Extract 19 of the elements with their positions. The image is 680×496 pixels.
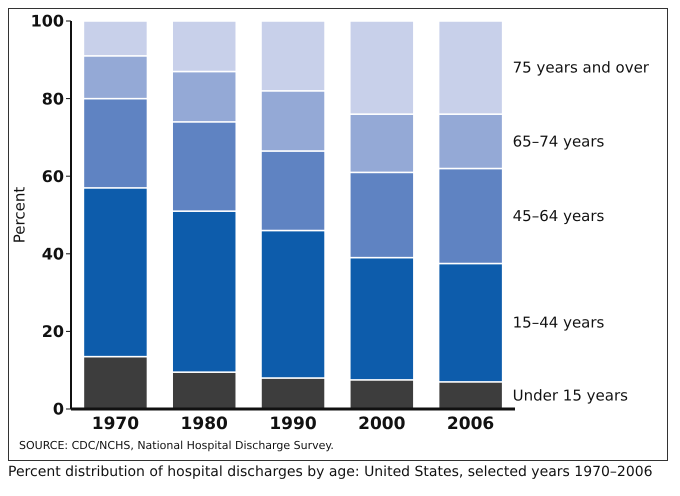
y-tick-label: 40 (42, 244, 64, 264)
x-tick-label: 1990 (269, 414, 317, 434)
y-axis-title: Percent (10, 186, 28, 244)
x-tick-label: 1970 (92, 414, 140, 434)
x-tick-label: 1980 (180, 414, 228, 434)
y-tick-label: 20 (42, 322, 64, 342)
y-tick-label: 0 (52, 400, 64, 419)
y-tick-label: 60 (42, 166, 64, 186)
text: Percent distribution of hospital discharges by age: United States, selected years 1970–2006 (8, 463, 654, 480)
y-tick-label: 100 (30, 12, 64, 31)
series-label: 45–64 years (512, 206, 605, 225)
series-label: 65–74 years (512, 132, 605, 150)
series-label: Under 15 years (512, 386, 628, 404)
source-note: SOURCE: CDC/NCHS, National Hospital Discharge Survey. (18, 439, 335, 454)
x-tick-label: 2000 (358, 414, 406, 434)
y-tick-label: 80 (42, 89, 64, 108)
series-label: 15–44 years (512, 314, 605, 332)
series-label: 75 years and over (512, 58, 650, 77)
x-tick-label: 2006 (446, 414, 494, 434)
